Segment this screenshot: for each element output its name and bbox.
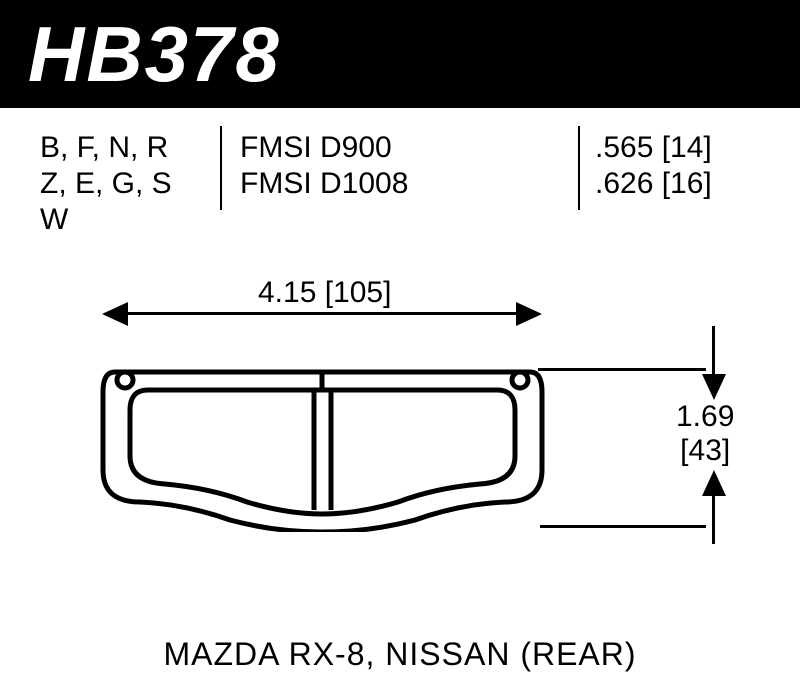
arrow-right-icon [516, 302, 542, 326]
height-in: 1.69 [676, 400, 734, 434]
brake-pad-outline [100, 362, 545, 532]
specs-block: B, F, N, R Z, E, G, S W FMSI D900 FMSI D… [40, 130, 760, 260]
height-dim-label: 1.69 [43] [676, 400, 734, 468]
thickness-line2: .626 [16] [595, 166, 712, 202]
width-dim-label: 4.15 [105] [252, 276, 397, 310]
thickness-specs: .565 [14] .626 [16] [595, 130, 712, 202]
compound-line1: B, F, N, R [40, 130, 210, 166]
height-dimension: 1.69 [43] [670, 320, 760, 550]
width-dimension: 4.15 [105] [102, 280, 542, 340]
thickness-line1: .565 [14] [595, 130, 712, 166]
height-dim-line-bot [712, 490, 715, 544]
header-bar: HB378 [0, 0, 800, 108]
pad-diagram: 4.15 [105] 1.69 [43] [40, 280, 760, 620]
fmsi-line2: FMSI D1008 [240, 166, 408, 202]
pad-outer-path [103, 372, 542, 532]
compound-line2: Z, E, G, S [40, 166, 210, 202]
arrow-down-icon [702, 374, 726, 400]
pad-inner-path [130, 390, 515, 514]
compound-codes: B, F, N, R Z, E, G, S W [40, 130, 210, 238]
application-label: MAZDA RX-8, NISSAN (REAR) [0, 636, 800, 673]
spec-divider-2 [578, 126, 580, 210]
width-dim-line [110, 312, 534, 315]
part-number-title: HB378 [28, 9, 281, 100]
height-dim-line-top [712, 326, 715, 380]
pad-center-slot [314, 390, 331, 510]
fmsi-line1: FMSI D900 [240, 130, 408, 166]
fmsi-codes: FMSI D900 FMSI D1008 [240, 130, 408, 202]
compound-line3: W [40, 202, 210, 238]
pad-hole-left [117, 372, 133, 388]
pad-hole-right [512, 372, 528, 388]
spec-divider-1 [220, 126, 222, 210]
height-mm: [43] [676, 434, 734, 468]
